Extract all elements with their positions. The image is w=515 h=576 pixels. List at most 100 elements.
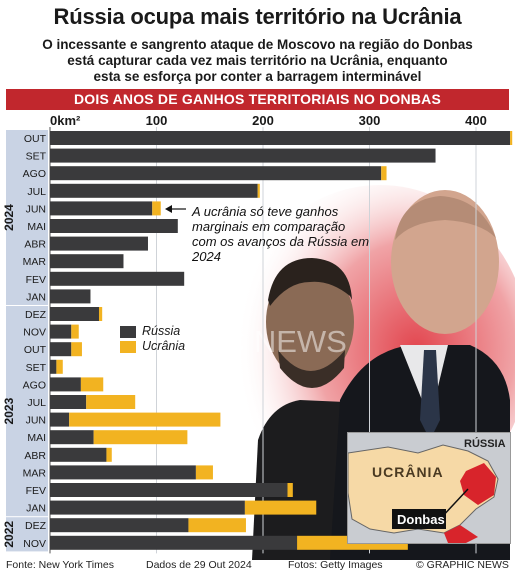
subtitle-line-1: O incessante e sangrento ataque de Mosco… — [42, 37, 473, 52]
year-label-2024: 2024 — [2, 204, 16, 231]
annotation-arrow — [165, 205, 186, 213]
bar-russia-20 — [50, 483, 288, 497]
bar-russia-18 — [50, 447, 107, 462]
bar-ukraine-16 — [69, 412, 221, 427]
footer-photos: Fotos: Getty Images — [288, 559, 383, 571]
bar-ukraine-19 — [195, 465, 213, 480]
year-band-2024 — [6, 130, 48, 305]
month-label-12: OUT — [24, 344, 47, 356]
subtitle-line-2: está capturar cada vez mais território n… — [67, 53, 448, 68]
legend-item-ukraine: Ucrânia — [120, 339, 185, 354]
year-label-2022: 2022 — [2, 521, 16, 548]
bar-russia-14 — [50, 377, 81, 392]
bar-russia-17 — [50, 430, 94, 445]
legend: Rússia Ucrânia — [120, 324, 185, 354]
bar-russia-15 — [50, 395, 87, 409]
bar-series — [50, 131, 513, 550]
bar-ukraine-13 — [56, 359, 63, 374]
inset-map-drawing: RÚSSIA UCRÂNIA Donbas — [348, 437, 506, 543]
map-label-donbas: Donbas — [397, 512, 445, 527]
subtitle-line-3: esta se esforça por conter a barragem in… — [93, 69, 422, 84]
month-label-5: MAI — [27, 221, 46, 233]
bar-russia-6 — [50, 236, 148, 251]
month-label-7: MAR — [23, 256, 47, 268]
legend-item-russia: Rússia — [120, 324, 185, 339]
month-label-14: AGO — [23, 379, 46, 391]
map-label-russia: RÚSSIA — [464, 437, 506, 450]
bar-russia-16 — [50, 412, 70, 427]
bar-russia-23 — [50, 535, 298, 550]
month-label-20: FEV — [26, 485, 46, 497]
bar-ukraine-0 — [510, 131, 513, 145]
south-occupied-region — [444, 525, 478, 543]
bar-ukraine-10 — [98, 307, 103, 321]
bar-russia-21 — [50, 500, 245, 515]
bar-russia-19 — [50, 465, 196, 480]
x-tick-label-200: 200 — [252, 113, 274, 128]
ukraine-shape — [348, 444, 499, 534]
bar-russia-4 — [50, 201, 153, 216]
bar-ukraine-17 — [93, 430, 188, 445]
month-label-9: JAN — [26, 291, 46, 303]
bar-ukraine-4 — [152, 201, 161, 216]
month-label-8: FEV — [26, 274, 46, 286]
legend-label-russia: Rússia — [142, 324, 181, 338]
year-labels: 2024 2023 2022 — [2, 130, 48, 552]
bar-russia-10 — [50, 307, 99, 321]
month-label-0: OUT — [24, 133, 47, 145]
x-tick-label-0: 0km² — [50, 113, 81, 128]
bar-russia-13 — [50, 359, 57, 374]
month-label-15: JUL — [27, 397, 46, 409]
month-label-11: NOV — [23, 327, 46, 339]
month-labels: OUT SET AGO JUL JUN MAI ABR MAR FEV JAN DEZ NOV OUT S… — [23, 133, 47, 550]
bar-ukraine-22 — [188, 518, 246, 533]
month-label-6: ABR — [24, 239, 46, 251]
footer-date: Dados de 29 Out 2024 — [146, 559, 252, 571]
bar-russia-9 — [50, 289, 91, 304]
bar-ukraine-14 — [80, 377, 104, 392]
donbas-label-box — [392, 509, 446, 529]
month-label-23: NOV — [23, 538, 46, 550]
bar-russia-11 — [50, 324, 72, 339]
legend-label-ukraine: Ucrânia — [142, 339, 186, 353]
year-band-2022 — [6, 517, 48, 552]
year-band-2023 — [6, 306, 48, 517]
bar-russia-2 — [50, 166, 382, 181]
bar-ukraine-21 — [244, 500, 317, 515]
bar-russia-8 — [50, 271, 185, 286]
footer-credit: © GRAPHIC NEWS — [416, 559, 509, 571]
bar-ukraine-11 — [71, 324, 79, 339]
inset-map: RÚSSIA UCRÂNIA Donbas — [347, 432, 511, 544]
donbas-occupied-region — [460, 463, 496, 505]
bar-ukraine-18 — [106, 447, 112, 462]
month-label-10: DEZ — [25, 309, 47, 321]
bar-ukraine-3 — [257, 183, 260, 198]
month-label-2: AGO — [23, 168, 46, 180]
month-label-13: SET — [26, 362, 47, 374]
bar-russia-1 — [50, 148, 436, 163]
x-gridlines — [49, 127, 477, 554]
year-label-2023: 2023 — [2, 397, 16, 424]
annotation-text: A ucrânia só teve ganhos marginais em co… — [192, 204, 370, 264]
bar-russia-22 — [50, 518, 189, 533]
chart-banner: DOIS ANOS DE GANHOS TERRITORIAIS NO DONB… — [6, 89, 509, 110]
watermark: GRAPHIC NEWS — [104, 324, 347, 359]
footer-source: Fonte: New York Times — [6, 559, 114, 571]
legend-swatch-russia — [120, 325, 136, 338]
month-label-17: MAI — [27, 432, 46, 444]
bar-russia-0 — [50, 131, 511, 145]
x-tick-labels: 0km² 100 200 300 400 — [50, 113, 487, 128]
month-label-21: JAN — [26, 503, 46, 515]
month-label-1: SET — [26, 151, 47, 163]
month-label-18: ABR — [24, 450, 46, 462]
chart-title: Rússia ocupa mais território na Ucrânia — [53, 4, 462, 29]
bar-ukraine-20 — [287, 483, 293, 497]
bar-ukraine-12 — [71, 342, 82, 357]
month-label-16: JUN — [26, 415, 46, 427]
month-label-4: JUN — [26, 203, 46, 215]
map-label-ukraine: UCRÂNIA — [372, 463, 444, 480]
x-tick-label-100: 100 — [146, 113, 168, 128]
x-tick-label-400: 400 — [465, 113, 487, 128]
bar-ukraine-15 — [86, 395, 136, 409]
month-label-19: MAR — [23, 467, 47, 479]
